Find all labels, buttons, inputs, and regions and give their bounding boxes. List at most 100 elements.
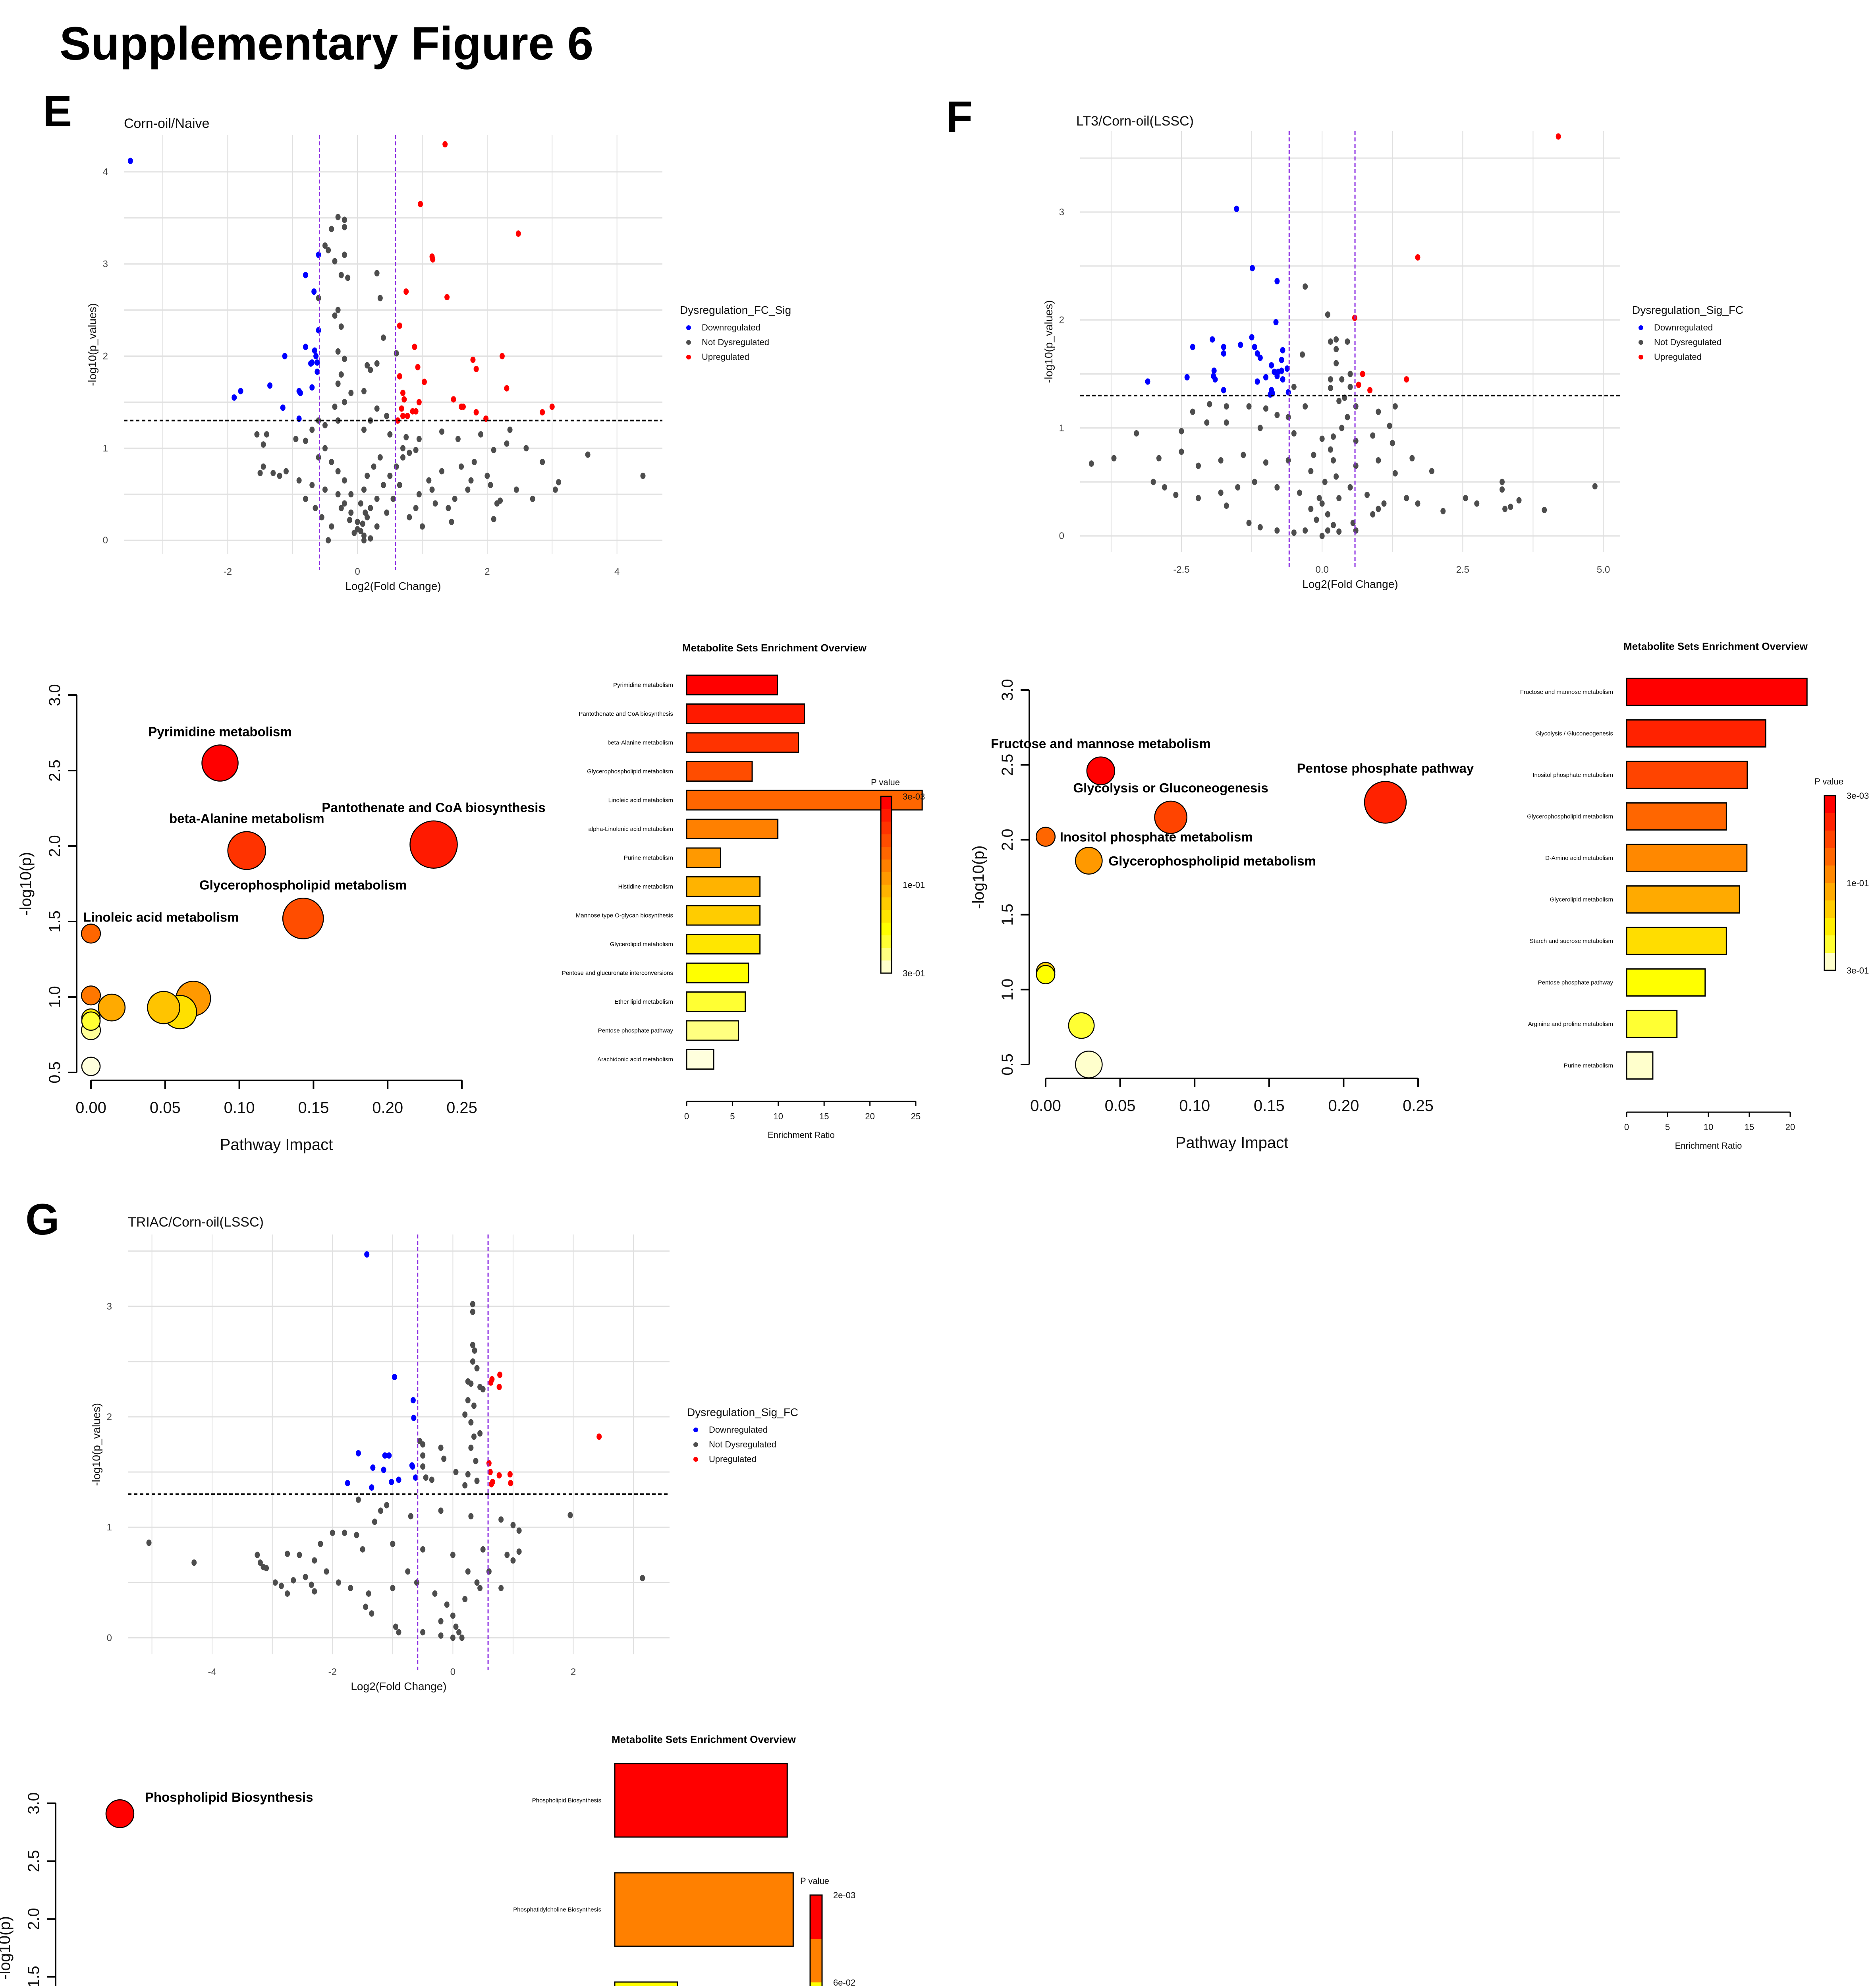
data-point-not-dysregulated: [322, 242, 328, 249]
data-point-not-dysregulated: [494, 500, 500, 507]
enrichment-category-label: Arginine and proline metabolism: [1528, 1021, 1613, 1028]
data-point-not-dysregulated: [1218, 457, 1224, 464]
data-point-not-dysregulated: [1196, 462, 1201, 469]
enrichment-bar: [686, 991, 746, 1012]
x-tick-label: 0.00: [1030, 1097, 1061, 1115]
x-axis-label: Enrichment Ratio: [1675, 1141, 1742, 1151]
data-point-not-dysregulated: [1353, 527, 1359, 534]
legend-color-step: [881, 910, 892, 923]
data-point-not-dysregulated: [342, 251, 347, 258]
data-point-upregulated: [1556, 133, 1561, 140]
legend-color-step: [881, 809, 892, 822]
pathway-label: Glycerophospholipid metabolism: [199, 877, 407, 892]
data-point-downregulated: [308, 360, 314, 367]
legend-item-label: Upregulated: [1654, 352, 1702, 362]
data-point-upregulated: [1356, 381, 1361, 388]
data-point-downregulated: [313, 353, 319, 359]
data-point-not-dysregulated: [1334, 346, 1339, 353]
legend-color-step: [1824, 813, 1835, 831]
data-point-not-dysregulated: [365, 362, 370, 369]
data-point-not-dysregulated: [332, 312, 338, 319]
x-tick-label: -2: [224, 566, 232, 577]
data-point-downregulated: [382, 1452, 388, 1459]
legend-swatch: [693, 1457, 698, 1462]
data-point-not-dysregulated: [335, 417, 341, 424]
enrichment-category-label: Arachidonic acid metabolism: [597, 1056, 673, 1063]
pathway-label: Glycolysis or Gluconeogenesis: [1073, 780, 1268, 795]
data-point-not-dysregulated: [1224, 403, 1229, 410]
enrichment-bar: [686, 761, 753, 782]
data-point-not-dysregulated: [474, 1365, 480, 1372]
enrichment-bar: [686, 847, 721, 868]
y-tick-label: 1: [1059, 423, 1064, 433]
data-point-downregulated: [1285, 389, 1291, 396]
legend-item-label: Upregulated: [702, 352, 749, 362]
enrichment-bar: [1626, 761, 1748, 789]
data-point-not-dysregulated: [1502, 506, 1508, 512]
data-point-not-dysregulated: [468, 1513, 474, 1520]
y-axis-label: -log10(p): [17, 852, 35, 916]
data-point-not-dysregulated: [432, 1590, 438, 1597]
data-point-not-dysregulated: [361, 388, 367, 394]
data-point-not-dysregulated: [384, 509, 390, 516]
y-tick-label: 3.0: [999, 679, 1016, 701]
volcano-plot-g: TRIAC/Corn-oil(LSSC) -4 -2 0 2 0 1 2 3 Log2(Fold …: [90, 1215, 798, 1692]
legend-title: P value: [871, 777, 900, 787]
enrichment-category-label: beta-Alanine metabolism: [608, 740, 673, 746]
legend-item-label: Upregulated: [709, 1454, 757, 1464]
data-point-not-dysregulated: [449, 518, 454, 525]
data-point-not-dysregulated: [312, 1588, 317, 1595]
y-tick-label: 2.0: [46, 835, 64, 857]
data-point-downregulated: [369, 1484, 374, 1491]
data-point-not-dysregulated: [374, 495, 380, 502]
data-point-downregulated: [1211, 367, 1217, 374]
data-point-downregulated: [1257, 354, 1263, 361]
data-point-not-dysregulated: [465, 1397, 471, 1404]
enrichment-bar: [1626, 968, 1706, 997]
legend-title: P value: [1814, 777, 1843, 786]
legend-color-step: [881, 847, 892, 860]
data-point-not-dysregulated: [272, 1579, 278, 1586]
data-point-not-dysregulated: [342, 355, 347, 362]
data-point-not-dysregulated: [255, 1551, 260, 1558]
pathway-label: Pyrimidine metabolism: [148, 724, 291, 739]
data-point-not-dysregulated: [488, 482, 493, 489]
data-point-not-dysregulated: [491, 446, 496, 453]
enrichment-bar: [686, 674, 778, 695]
data-point-downregulated: [345, 1480, 350, 1486]
x-tick-label: 0.25: [1403, 1097, 1434, 1115]
data-point-not-dysregulated: [507, 426, 513, 433]
data-point-not-dysregulated: [510, 1522, 516, 1528]
data-point-not-dysregulated: [403, 434, 409, 440]
data-point-not-dysregulated: [361, 426, 367, 433]
y-axis-label: -log10(p_values): [1042, 300, 1055, 383]
data-point-downregulated: [1279, 357, 1284, 363]
data-point-downregulated: [1250, 265, 1255, 272]
data-point-not-dysregulated: [318, 1540, 323, 1547]
data-point-not-dysregulated: [510, 1557, 516, 1564]
data-point-not-dysregulated: [1224, 502, 1229, 509]
data-point-upregulated: [412, 344, 417, 350]
data-point-not-dysregulated: [146, 1540, 152, 1546]
y-tick-label: 3: [103, 259, 108, 270]
legend-swatch: [1639, 325, 1643, 330]
pathway-bubble: [98, 993, 126, 1022]
x-tick-label: 0: [684, 1111, 689, 1121]
x-tick-label: 5: [730, 1111, 735, 1121]
data-point-downregulated: [1255, 350, 1260, 357]
x-tick-label: 0: [450, 1667, 455, 1677]
legend-frame: [809, 1894, 823, 1986]
data-point-not-dysregulated: [1353, 403, 1359, 410]
data-point-not-dysregulated: [1308, 506, 1314, 512]
data-point-not-dysregulated: [377, 454, 383, 461]
enrichment-category-label: Pantothenate and CoA biosynthesis: [579, 711, 673, 717]
data-point-upregulated: [473, 409, 479, 415]
data-point-not-dysregulated: [1235, 484, 1241, 491]
pathway-bubble: [1086, 756, 1116, 785]
volcano-legend: Dysregulation_Sig_FC Downregulated Not Dys…: [1632, 304, 1743, 362]
enrichment-bar: [686, 1020, 739, 1041]
pathway-bubble: [105, 1799, 135, 1828]
